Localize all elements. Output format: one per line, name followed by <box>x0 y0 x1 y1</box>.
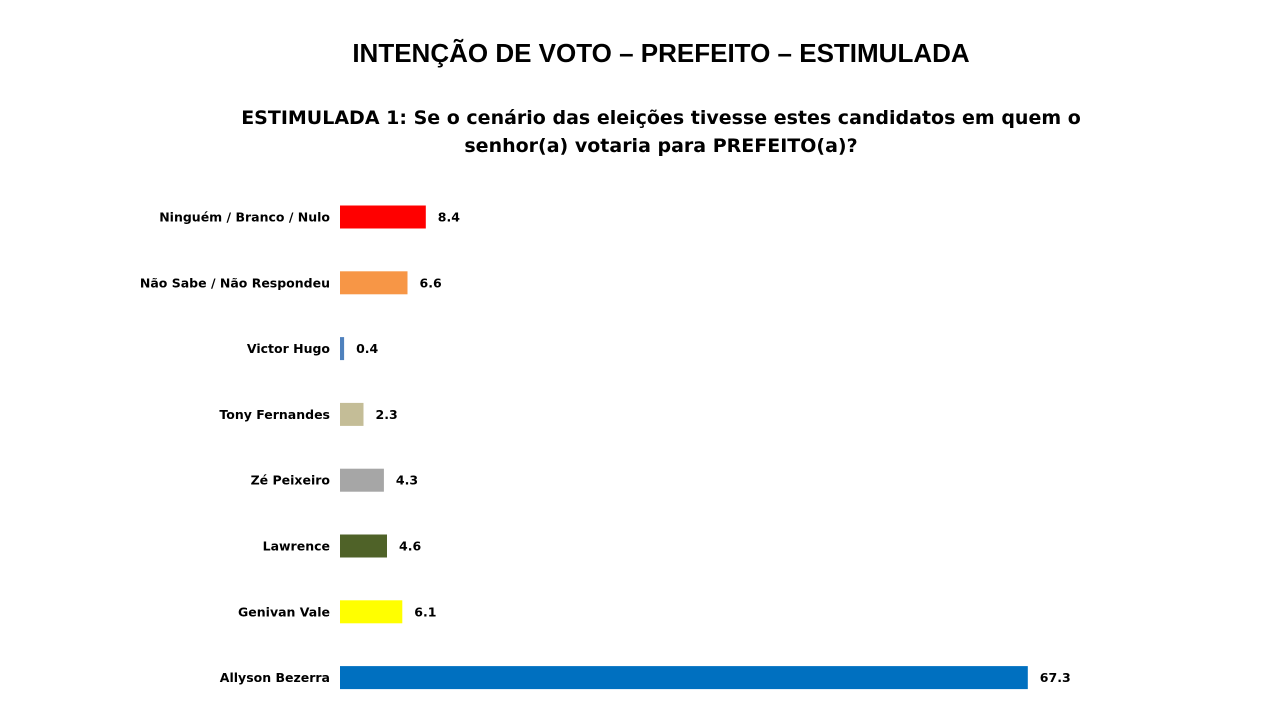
category-label: Não Sabe / Não Respondeu <box>140 275 330 290</box>
bar-1 <box>340 271 408 295</box>
category-label: Allyson Bezerra <box>220 670 330 685</box>
category-label: Zé Peixeiro <box>251 473 331 488</box>
data-label: 4.6 <box>399 539 421 554</box>
category-label: Lawrence <box>263 539 330 554</box>
bar-5 <box>340 534 387 558</box>
data-label: 6.1 <box>414 604 436 619</box>
chart-title: INTENÇÃO DE VOTO – PREFEITO – ESTIMULADA <box>352 38 970 68</box>
bar-2 <box>340 337 345 361</box>
category-label: Genivan Vale <box>238 604 330 619</box>
data-label: 67.3 <box>1040 670 1071 685</box>
bar-4 <box>340 468 384 492</box>
bar-7 <box>340 666 1028 690</box>
category-label: Ninguém / Branco / Nulo <box>159 210 330 225</box>
data-label: 0.4 <box>356 341 378 356</box>
data-label: 6.6 <box>420 275 442 290</box>
data-label: 2.3 <box>376 407 398 422</box>
chart-subtitle: ESTIMULADA 1: Se o cenário das eleições … <box>241 107 1081 157</box>
category-label: Victor Hugo <box>247 341 331 356</box>
bar-0 <box>340 205 426 229</box>
bar-6 <box>340 600 403 624</box>
data-label: 8.4 <box>438 210 460 225</box>
data-label: 4.3 <box>396 473 418 488</box>
bar-3 <box>340 402 364 426</box>
category-label: Tony Fernandes <box>219 407 330 422</box>
